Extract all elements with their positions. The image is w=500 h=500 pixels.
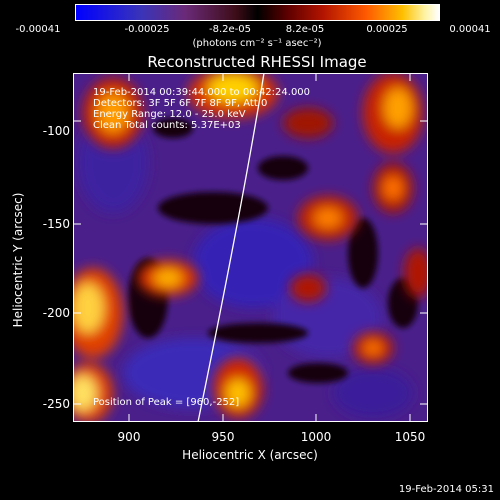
annotation-energy-range: Energy Range: 12.0 - 25.0 keV bbox=[93, 109, 246, 120]
plot-title: Reconstructed RHESSI Image bbox=[147, 53, 367, 71]
x-tick-label: 950 bbox=[211, 430, 235, 444]
colorbar-tick: -8.2e-05 bbox=[209, 24, 251, 35]
y-axis-title: Heliocentric Y (arcsec) bbox=[11, 192, 25, 328]
colorbar-units: (photons cm⁻² s⁻¹ asec⁻²) bbox=[192, 38, 322, 49]
plot-frame bbox=[73, 73, 428, 422]
y-tick-label: -200 bbox=[42, 306, 70, 320]
colorbar-tick: 8.2e-05 bbox=[285, 24, 325, 35]
positive-emission-regions bbox=[73, 73, 428, 422]
annotation-clean-counts: Clean Total counts: 5.37E+03 bbox=[93, 120, 241, 131]
y-tick-label: -150 bbox=[42, 217, 70, 231]
y-tick-label: -250 bbox=[42, 397, 70, 411]
annotation-detectors: Detectors: 3F 5F 6F 7F 8F 9F, Att 0 bbox=[93, 98, 268, 109]
footer-timestamp: 19-Feb-2014 05:31 bbox=[398, 484, 494, 495]
colorbar bbox=[75, 4, 440, 21]
annotation-peak-position: Position of Peak = [960,-252] bbox=[93, 397, 240, 408]
annotation-time-range: 19-Feb-2014 00:39:44.000 to 00:42:24.000 bbox=[93, 87, 311, 98]
axis-ticks bbox=[73, 73, 428, 422]
solar-limb-line bbox=[197, 73, 265, 422]
colorbar-tick: 0.00025 bbox=[366, 24, 408, 35]
x-tick-label: 1000 bbox=[300, 430, 332, 444]
rhessi-image bbox=[73, 73, 428, 422]
x-tick-label: 1050 bbox=[394, 430, 426, 444]
colorbar-tick: 0.00041 bbox=[449, 24, 491, 35]
x-axis-title: Heliocentric X (arcsec) bbox=[182, 448, 318, 462]
x-tick-label: 900 bbox=[117, 430, 141, 444]
dark-contour-bands bbox=[128, 118, 418, 383]
colorbar-tick: -0.00025 bbox=[124, 24, 170, 35]
y-tick-label: -100 bbox=[42, 124, 70, 138]
colorbar-tick: -0.00041 bbox=[15, 24, 61, 35]
